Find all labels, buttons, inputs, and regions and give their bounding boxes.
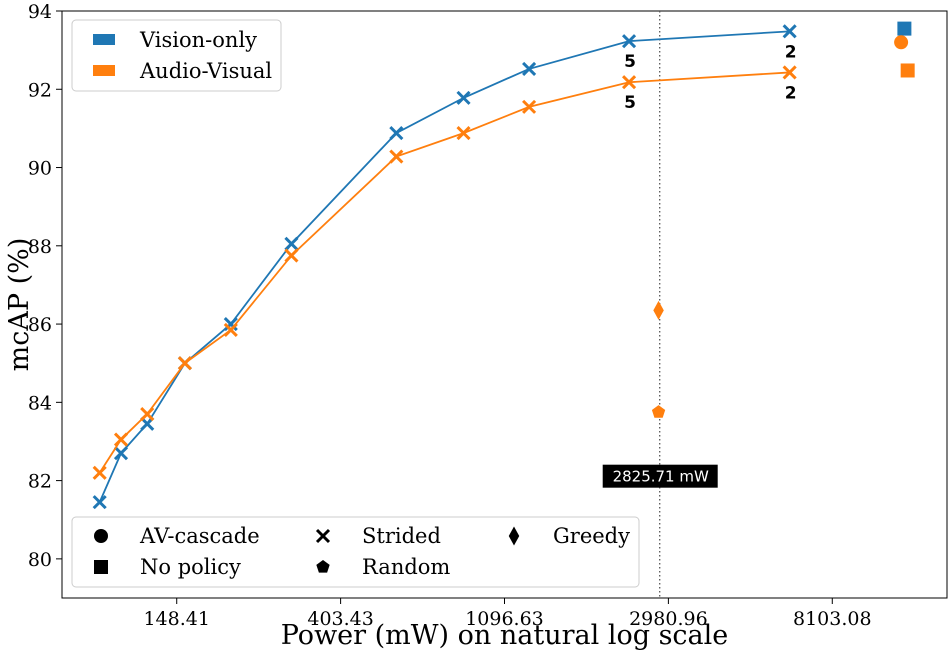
- legend-marker-diamond: [508, 526, 520, 546]
- legend-marker-circle: [94, 529, 108, 543]
- series-audio-visual: [92, 65, 797, 480]
- series-point-b: [522, 61, 537, 76]
- threshold-annotation-box: [602, 464, 718, 488]
- series-point-b: [456, 126, 471, 141]
- y-tick-label: 86: [28, 314, 52, 336]
- series-point-b: [113, 446, 129, 461]
- y-axis: 80 82 84 86 88 90 92 94: [28, 1, 62, 571]
- series-point: [177, 356, 192, 371]
- series-point: [522, 99, 537, 114]
- x-tick-label: 2980.96: [629, 608, 708, 630]
- series-point-b: [456, 90, 471, 105]
- point-greedy: [653, 300, 664, 320]
- series-point-b: [223, 317, 238, 332]
- series-point-b: [177, 356, 192, 371]
- series-point: [782, 65, 797, 80]
- x-tick-label: 1096.63: [465, 608, 544, 630]
- series-point-b: [92, 465, 107, 480]
- series-point: [113, 432, 129, 447]
- legend-markers-frame: [71, 516, 640, 588]
- series-point: [389, 149, 404, 164]
- series-point: [389, 126, 404, 141]
- y-tick-label: 92: [28, 79, 52, 101]
- series-point-b: [522, 99, 537, 114]
- x-tick-label: 8103.08: [793, 608, 872, 630]
- legend-marker-label: No policy: [140, 555, 241, 579]
- x-tick-label: 403.43: [307, 608, 373, 630]
- legend-series: Vision-only Audio-Visual: [71, 19, 282, 92]
- legend-marker-square: [94, 560, 108, 574]
- legend-marker-label: Random: [362, 555, 450, 579]
- series-point: [456, 90, 471, 105]
- series-point-b: [140, 407, 155, 422]
- series-point-b: [284, 236, 299, 251]
- y-tick-label: 82: [28, 471, 52, 493]
- legend-series-frame: [71, 19, 282, 92]
- legend-marker-label: Strided: [362, 524, 441, 548]
- series-point: [223, 322, 238, 337]
- legend-series-label: Vision-only: [139, 28, 257, 52]
- legend-marker-label: Greedy: [553, 524, 630, 548]
- series-point-b: [782, 24, 797, 39]
- point-av-cascade: [894, 35, 909, 50]
- point-random: [651, 405, 666, 418]
- series-point: [782, 24, 797, 39]
- series-point-b: [782, 65, 797, 80]
- point-audio-visual-no-policy: [900, 63, 915, 78]
- series-point: [92, 465, 107, 480]
- legend-series-label: Audio-Visual: [139, 59, 272, 83]
- point-number-label: 2: [785, 83, 797, 103]
- threshold-annotation: 2825.71 mW: [602, 464, 718, 488]
- point-number-label: 5: [624, 52, 636, 72]
- point-number-label: 5: [624, 93, 636, 113]
- x-axis-title: Power (mW) on natural log scale: [281, 620, 729, 651]
- series-point-b: [92, 495, 107, 510]
- series-point-b: [113, 432, 129, 447]
- y-axis-title: mcAP (%): [4, 238, 35, 372]
- series-point-b: [223, 322, 238, 337]
- x-tick-label: 148.41: [143, 608, 209, 630]
- series-point-b: [389, 149, 404, 164]
- y-tick-label: 84: [28, 392, 52, 414]
- series-point: [92, 495, 107, 510]
- series-point: [140, 407, 155, 422]
- series-point: [223, 317, 238, 332]
- series-point-b: [284, 248, 299, 263]
- y-tick-label: 88: [28, 236, 52, 258]
- series-point: [621, 75, 637, 90]
- series-point: [113, 446, 129, 461]
- legend-marker-x-b: [315, 528, 331, 544]
- y-tick-label: 94: [28, 1, 52, 23]
- legend-markers: AV-cascade No policy Strided Random Greedy: [71, 516, 640, 588]
- legend-marker-pentagon: [316, 560, 330, 573]
- legend-marker-x: [315, 528, 331, 544]
- point-number-label: 2: [785, 42, 797, 62]
- threshold-annotation-label: 2825.71 mW: [613, 468, 709, 486]
- legend-swatch: [93, 34, 115, 45]
- series-point: [284, 236, 299, 251]
- x-axis: 148.41 403.43 1096.63 2980.96 8103.08: [143, 598, 872, 630]
- series-point-b: [389, 126, 404, 141]
- series-point: [621, 34, 637, 49]
- series-point-b: [621, 75, 637, 90]
- y-tick-label: 80: [28, 549, 52, 571]
- point-vision-only-no-policy: [897, 21, 912, 36]
- series-point: [284, 248, 299, 263]
- legend-marker-label: AV-cascade: [139, 524, 260, 548]
- y-tick-label: 90: [28, 158, 52, 180]
- series-point-b: [621, 34, 637, 49]
- series-point: [522, 61, 537, 76]
- legend-swatch: [93, 65, 115, 76]
- series-point: [456, 126, 471, 141]
